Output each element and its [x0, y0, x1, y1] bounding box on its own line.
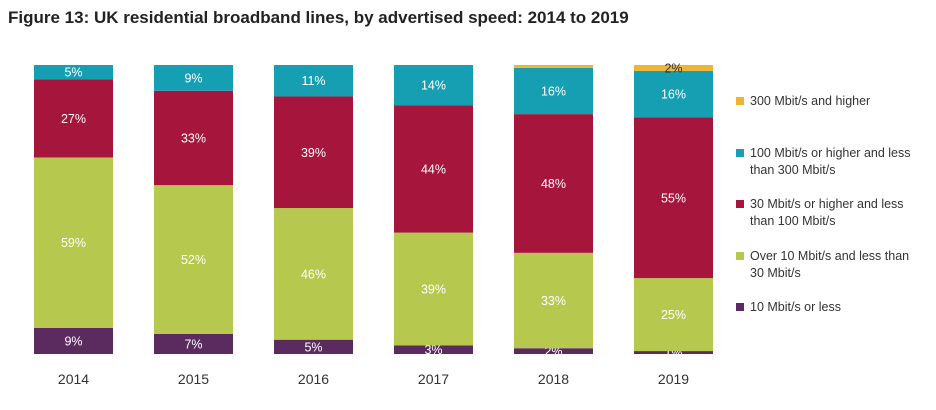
- data-label: 44%: [421, 163, 446, 177]
- legend-label: 100 Mbit/s or higher and less than 300 M…: [750, 146, 911, 177]
- bar-segment: [154, 90, 233, 186]
- data-label: 39%: [421, 282, 446, 296]
- bar-segment: [34, 157, 113, 328]
- data-label: 55%: [661, 191, 686, 205]
- legend-swatch: [736, 200, 744, 208]
- data-label: 2%: [664, 61, 682, 75]
- bar-segment: [514, 67, 593, 115]
- bar-segment: [634, 278, 713, 352]
- bar-segment: [634, 117, 713, 279]
- data-label: 5%: [304, 340, 322, 354]
- bar-segment: [634, 70, 713, 118]
- legend-swatch: [736, 252, 744, 260]
- legend-label: 300 Mbit/s and higher: [750, 94, 871, 108]
- x-tick-label: 2018: [538, 371, 569, 387]
- bar-segment: [514, 114, 593, 253]
- bar-segment: [274, 96, 353, 209]
- bar-segment: [34, 79, 113, 158]
- data-label: 16%: [541, 85, 566, 99]
- data-label: 52%: [181, 253, 206, 267]
- data-label: 3%: [424, 343, 442, 357]
- data-label: 14%: [421, 79, 446, 93]
- data-label: 9%: [184, 71, 202, 85]
- bar-segment: [514, 348, 593, 354]
- data-label: 27%: [61, 112, 86, 126]
- x-tick-label: 2016: [298, 371, 329, 387]
- legend-label: 10 Mbit/s or less: [750, 300, 842, 314]
- data-label: 11%: [301, 74, 325, 88]
- bar-segment: [394, 232, 473, 346]
- bar-segment: [394, 65, 473, 106]
- bar-segment: [394, 105, 473, 233]
- bar-segment: [34, 327, 113, 354]
- legend-label: Over 10 Mbit/s and less than 30 Mbit/s: [750, 249, 910, 280]
- data-label: 7%: [184, 337, 202, 351]
- legend-swatch: [736, 97, 744, 105]
- legend-swatch: [736, 303, 744, 311]
- bar-segment: [634, 65, 713, 71]
- data-label: 48%: [541, 177, 566, 191]
- bar-segment: [154, 333, 233, 354]
- bar-segment: [514, 252, 593, 349]
- bar-segment: [394, 345, 473, 354]
- data-label: 46%: [301, 267, 326, 281]
- x-tick-label: 2017: [418, 371, 449, 387]
- bar-segment: [514, 65, 593, 68]
- bar-segment: [154, 65, 233, 91]
- x-tick-label: 2014: [58, 371, 89, 387]
- x-tick-label: 2015: [178, 371, 209, 387]
- data-label: 33%: [541, 294, 566, 308]
- data-label: 59%: [61, 236, 86, 250]
- chart-title: Figure 13: UK residential broadband line…: [8, 8, 629, 27]
- data-label: 9%: [64, 334, 82, 348]
- x-tick-label: 2019: [658, 371, 689, 387]
- legend-swatch: [736, 149, 744, 157]
- data-label: 5%: [64, 66, 82, 80]
- bar-segment: [154, 185, 233, 334]
- bar-segment: [274, 65, 353, 97]
- bar-segment: [274, 339, 353, 354]
- data-label: 25%: [661, 308, 686, 322]
- bar-segment: [634, 351, 713, 354]
- bar-segment: [34, 65, 113, 80]
- data-label: 33%: [181, 131, 206, 145]
- bar-segment: [274, 208, 353, 340]
- data-label: 39%: [301, 146, 326, 160]
- data-label: 16%: [661, 88, 686, 102]
- legend-label: 30 Mbit/s or higher and less than 100 Mb…: [750, 197, 904, 228]
